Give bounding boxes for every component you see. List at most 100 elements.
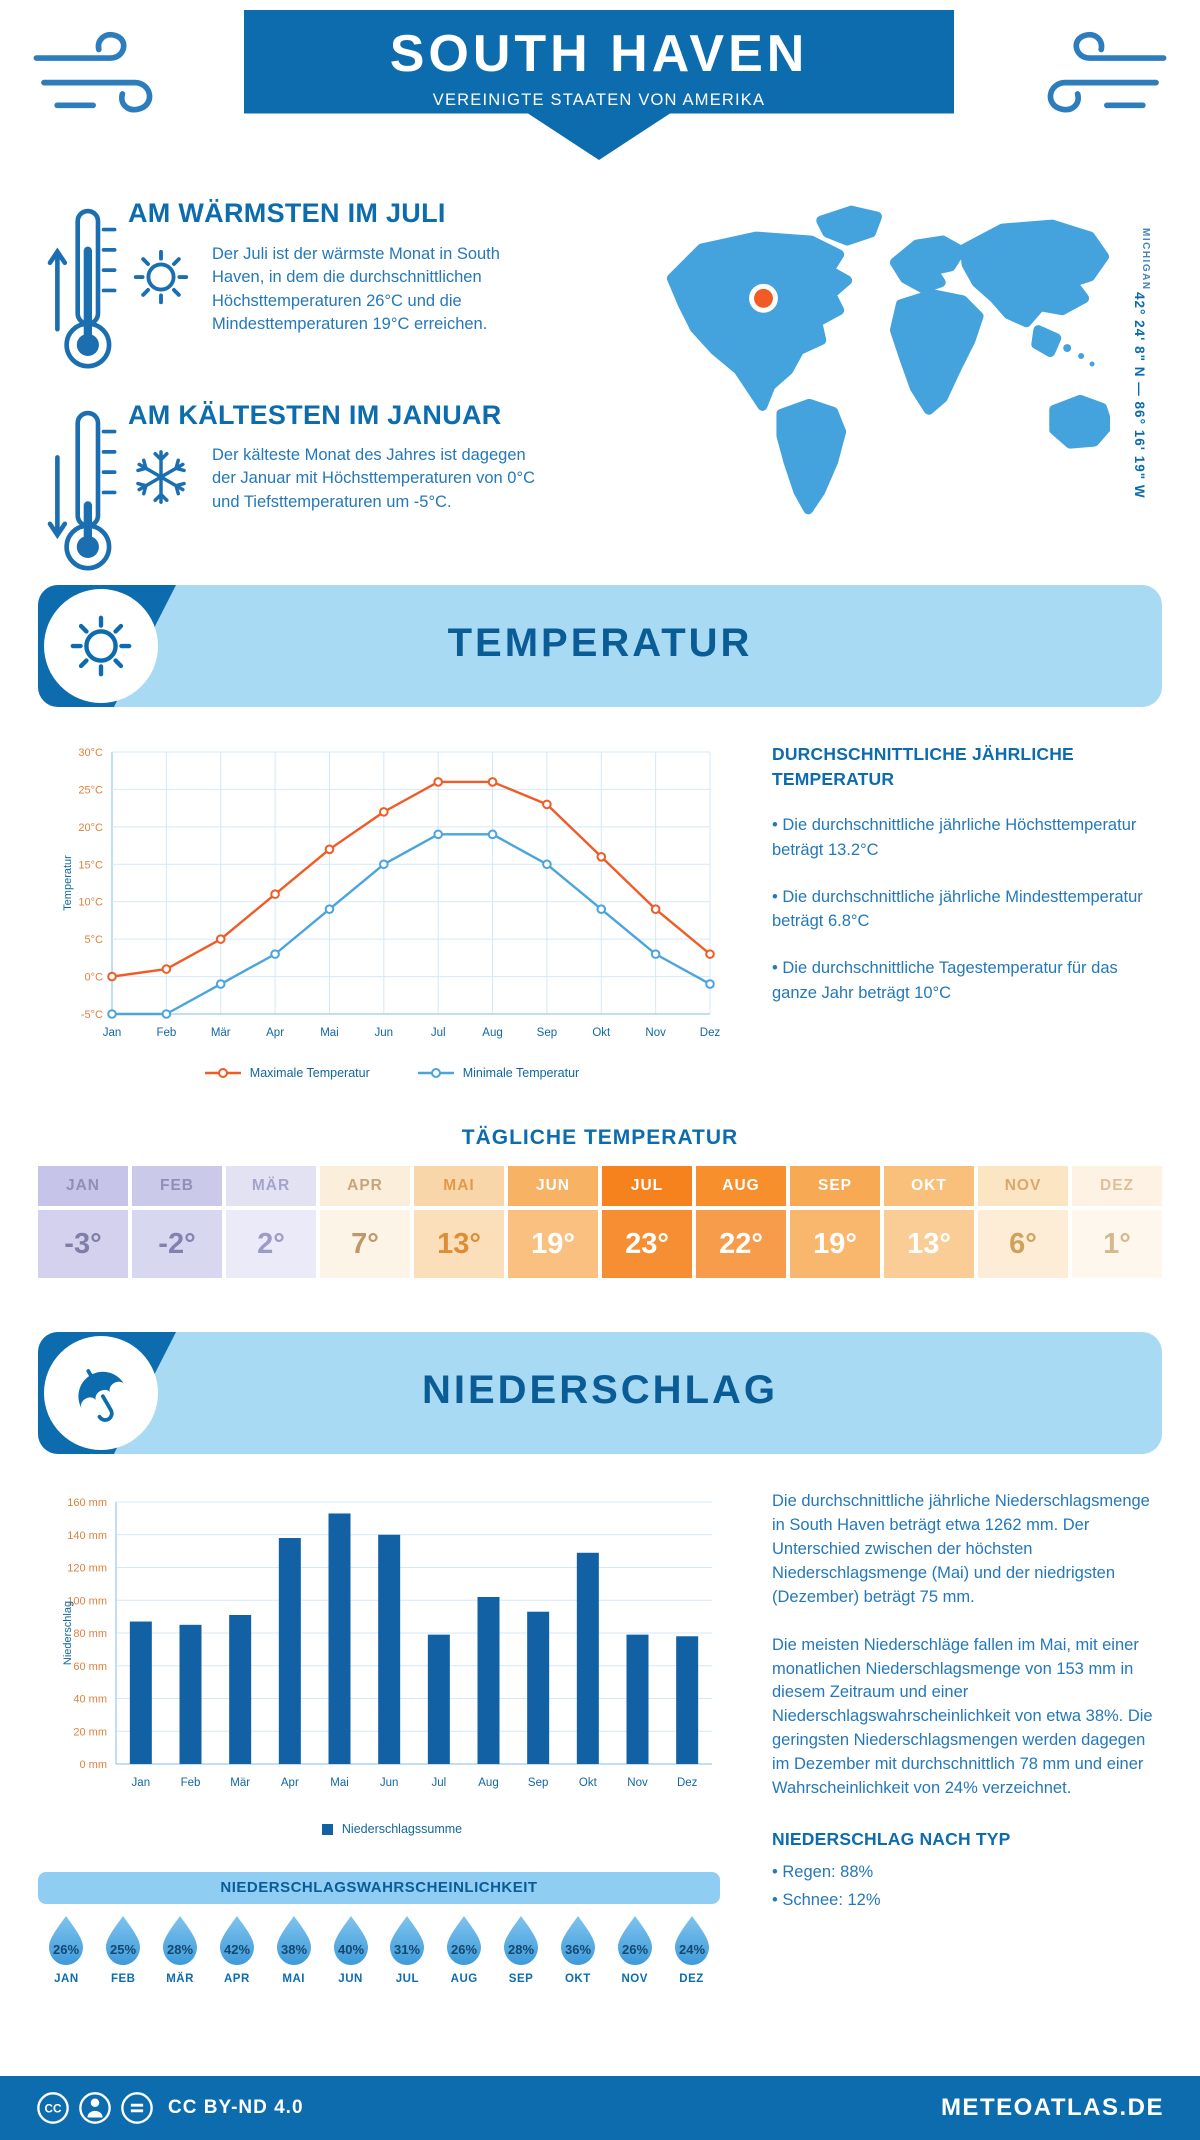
legend-item-precipitation: Niederschlagssumme [321,1822,462,1836]
daily-temp-column: APR 7° [320,1166,410,1278]
temperature-section-banner: TEMPERATUR [38,585,1162,707]
daily-temp-column: SEP 19° [790,1166,880,1278]
svg-text:Mai: Mai [320,1027,339,1039]
svg-text:31%: 31% [394,1942,420,1957]
umbrella-icon [78,1369,125,1422]
raindrop-icon: 40% [333,1916,368,1965]
svg-text:Jun: Jun [375,1027,394,1039]
attribution-icon [79,2092,111,2124]
svg-text:28%: 28% [508,1942,534,1957]
svg-text:20 mm: 20 mm [73,1726,107,1738]
svg-text:Jul: Jul [431,1027,446,1039]
probability-cell: 26% NOV [606,1914,663,1985]
probability-cell: 40% JUN [322,1914,379,1985]
svg-text:26%: 26% [451,1942,477,1957]
daily-temp-column: JAN -3° [38,1166,128,1278]
probability-month-label: AUG [450,1973,478,1985]
svg-text:Dez: Dez [700,1027,721,1039]
snowflake-icon [136,450,186,504]
svg-text:Apr: Apr [266,1027,284,1039]
probability-cell: 26% JAN [38,1914,95,1985]
probability-month-label: OKT [564,1973,591,1985]
svg-text:26%: 26% [53,1942,79,1957]
probability-month-label: JUL [395,1973,419,1985]
bar-chart-legend: Niederschlagssumme [58,1822,726,1836]
daily-temperature-heading: TÄGLICHE TEMPERATUR [461,1126,739,1149]
svg-text:36%: 36% [565,1942,591,1957]
banner-icon-circle [44,589,158,703]
daily-temp-value: 1° [1072,1210,1162,1278]
daily-temp-value: 7° [320,1210,410,1278]
temperature-section-title: TEMPERATUR [447,621,753,665]
svg-text:Okt: Okt [579,1777,598,1789]
probability-cell: 36% OKT [549,1914,606,1985]
svg-text:-5°C: -5°C [81,1009,103,1021]
raindrop-icon: 28% [163,1916,198,1965]
probability-cell: 28% SEP [493,1914,550,1985]
svg-text:Nov: Nov [645,1027,666,1039]
probability-month-label: FEB [110,1973,136,1985]
probability-month-label: MAI [282,1973,306,1985]
svg-text:25°C: 25°C [78,784,103,796]
page-title: SOUTH HAVEN [389,25,809,83]
raindrop-icon: 36% [560,1916,595,1965]
svg-text:Jan: Jan [103,1027,122,1039]
cc-license-icons: CC [36,2091,154,2125]
svg-text:Okt: Okt [592,1027,611,1039]
daily-temp-value: 22° [696,1210,786,1278]
svg-text:Apr: Apr [281,1777,299,1789]
world-map [666,205,1110,515]
daily-temp-month-label: JUL [602,1166,692,1206]
probability-cell: 25% FEB [95,1914,152,1985]
svg-text:Niederschlag: Niederschlag [62,1601,74,1665]
probability-row: 26% JAN 25% FEB 28% MÄR 42% APR 38% MAI 40% JUN 31% J… [38,1914,720,1985]
probability-cell: 31% JUL [379,1914,436,1985]
daily-temp-column: AUG 22° [696,1166,786,1278]
svg-text:Jan: Jan [132,1777,151,1789]
probability-cell: 26% AUG [436,1914,493,1985]
region-label: MICHIGAN [1140,228,1151,291]
rain-share-bullet: Regen: 88% [772,1860,1164,1885]
daily-temp-month-label: SEP [790,1166,880,1206]
page-subtitle: VEREINIGTE STAATEN VON AMERIKA [432,91,766,109]
svg-text:Nov: Nov [627,1777,648,1789]
annual-min-bullet: Die durchschnittliche jährliche Mindestt… [772,885,1164,935]
svg-text:28%: 28% [167,1942,193,1957]
probability-cell: 24% DEZ [663,1914,720,1985]
warmest-heading: AM WÄRMSTEN IM JULI [128,198,446,228]
probability-cell: 38% MAI [265,1914,322,1985]
svg-text:Feb: Feb [181,1777,201,1789]
annual-temperature-heading: DURCHSCHNITTLICHE JÄHRLICHE TEMPERATUR [772,744,1074,789]
daily-temp-value: 13° [414,1210,504,1278]
daily-temp-column: JUL 23° [602,1166,692,1278]
svg-text:140 mm: 140 mm [67,1530,107,1542]
svg-text:Dez: Dez [677,1777,698,1789]
sun-icon [70,615,132,677]
svg-text:CC: CC [44,2102,62,2116]
raindrop-icon: 24% [674,1916,709,1965]
annual-temperature-column: DURCHSCHNITTLICHE JÄHRLICHE TEMPERATUR D… [772,742,1164,1006]
probability-month-label: NOV [621,1973,648,1985]
raindrop-icon: 31% [390,1916,425,1965]
site-name: METEOATLAS.DE [940,2094,1164,2121]
legend-item: Minimale Temperatur [417,1066,579,1080]
svg-text:160 mm: 160 mm [67,1497,107,1509]
svg-text:60 mm: 60 mm [73,1661,107,1673]
svg-text:40 mm: 40 mm [73,1694,107,1706]
daily-temp-month-label: JAN [38,1166,128,1206]
svg-text:100 mm: 100 mm [67,1595,107,1607]
probability-month-label: JAN [54,1973,79,1985]
annual-max-bullet: Die durchschnittliche jährliche Höchstte… [772,813,1164,863]
snow-share-bullet: Schnee: 12% [772,1888,1164,1913]
annual-mean-bullet: Die durchschnittliche Tagestemperatur fü… [772,956,1164,1006]
svg-text:30°C: 30°C [78,747,103,759]
daily-temp-column: FEB -2° [132,1166,222,1278]
raindrop-icon: 25% [106,1916,141,1965]
probability-heading-banner: NIEDERSCHLAGSWAHRSCHEINLICHKEIT [38,1872,720,1904]
precipitation-paragraph: Die durchschnittliche jährliche Niedersc… [772,1492,1150,1606]
svg-text:Jul: Jul [431,1777,446,1789]
svg-text:Aug: Aug [482,1027,502,1039]
precipitation-bar-chart: 0 mm 20 mm 40 mm 60 mm 80 mm 100 mm 120 mm 140 … [62,1497,712,1789]
daily-temp-column: DEZ 1° [1072,1166,1162,1278]
